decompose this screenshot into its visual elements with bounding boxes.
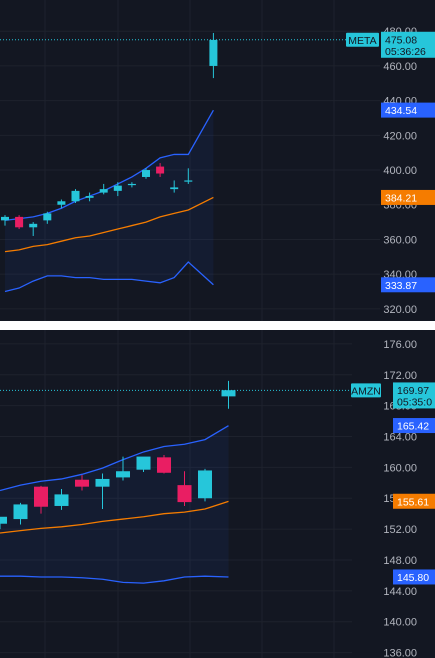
c1-middle-line-tag — [393, 493, 435, 509]
c0-upper-band-tag — [381, 102, 435, 118]
c0-band-fill — [5, 110, 214, 292]
meta-chart-panel[interactable]: 320.00 340.00 360.00 380.00 400.00 420.00 440.… — [0, 0, 435, 321]
c0-candle-body-11 — [156, 166, 165, 174]
c0-countdown-label: 05:36:26 — [385, 46, 426, 58]
c0-candle-body-3 — [43, 213, 52, 221]
c1-last-price-label: 169.97 — [397, 385, 429, 397]
c1-countdown-label: 05:35:0 — [397, 396, 432, 408]
amzn-chart-svg[interactable]: 136.00140.00144.00148.00152.00156.00160.… — [0, 330, 435, 658]
meta-chart-svg[interactable]: 320.00340.00360.00380.00400.00420.00440.… — [0, 0, 435, 321]
c1-candle-body-10 — [198, 470, 212, 499]
c0-middle-line-tag — [381, 189, 435, 205]
c0-upper-band-label: 434.54 — [385, 105, 417, 117]
c1-upper-band-label: 165.42 — [397, 421, 429, 433]
c0-candle-body-6 — [85, 196, 94, 198]
c1-y-tick-0: 136.00 — [383, 648, 417, 658]
c1-candle-body-11 — [221, 390, 236, 397]
c0-candle-body-0 — [1, 216, 9, 221]
c0-candle-body-5 — [71, 190, 80, 202]
c1-candle-body-9 — [177, 485, 192, 503]
c1-candle-body-2 — [34, 486, 48, 507]
c0-symbol-tag — [346, 32, 379, 47]
c0-y-tick-4: 400.00 — [383, 165, 417, 177]
amzn-chart-panel[interactable]: 136.00140.00144.00148.00152.00156.00160.… — [0, 330, 435, 658]
c0-candle-body-2 — [29, 223, 38, 228]
c1-candle-body-7 — [136, 456, 151, 470]
c0-middle-line-label: 384.21 — [385, 192, 417, 204]
c0-y-tick-7: 460.00 — [383, 61, 417, 73]
c0-symbol-label: META — [348, 35, 376, 47]
c1-y-tick-9: 172.00 — [383, 370, 417, 382]
c1-y-tick-7: 164.00 — [383, 432, 417, 444]
c0-lower-band-line — [4, 261, 214, 293]
c0-lower-band-tag — [381, 277, 435, 293]
c1-candle-body-4 — [75, 479, 89, 487]
c0-candle-body-13 — [184, 180, 193, 182]
c1-candle-body-0 — [0, 516, 7, 524]
c1-candle-body-1 — [13, 504, 28, 520]
c0-last-price-tag — [381, 31, 435, 58]
c0-middle-line — [4, 196, 214, 253]
c0-candle-body-4 — [57, 201, 66, 205]
c1-candle-body-3 — [54, 494, 69, 506]
c0-y-tick-5: 420.00 — [383, 130, 417, 142]
c1-candle-body-6 — [116, 471, 130, 478]
c1-band-fill — [0, 425, 229, 584]
c1-middle-line-label: 155.61 — [397, 496, 429, 508]
c0-candle-body-7 — [99, 189, 108, 193]
c0-candle-body-10 — [142, 170, 150, 177]
c0-candle-body-1 — [15, 216, 24, 228]
c1-y-tick-4: 152.00 — [383, 524, 417, 536]
c0-candle-body-14 — [209, 39, 218, 66]
c1-lower-band-tag — [393, 569, 435, 585]
c0-last-price-label: 475.08 — [385, 34, 417, 46]
c1-y-tick-10: 176.00 — [383, 339, 417, 351]
c1-lower-band-line — [0, 575, 229, 584]
c1-last-price-tag — [393, 382, 435, 409]
c1-candle-body-8 — [157, 457, 171, 473]
c1-y-tick-1: 140.00 — [383, 617, 417, 629]
panel-divider — [0, 321, 435, 330]
c0-lower-band-label: 333.87 — [385, 280, 417, 292]
c0-y-tick-0: 320.00 — [383, 304, 417, 316]
c1-middle-line — [0, 500, 229, 534]
c1-lower-band-label: 145.80 — [397, 572, 429, 584]
c0-candle-body-9 — [127, 183, 136, 186]
c1-symbol-label: AMZN — [351, 385, 381, 397]
c0-candle-body-8 — [113, 185, 122, 191]
c1-upper-band-line — [0, 425, 229, 492]
c1-candle-body-5 — [95, 478, 110, 487]
c1-y-tick-6: 160.00 — [383, 462, 417, 474]
c0-candle-body-12 — [170, 187, 179, 190]
c1-y-tick-2: 144.00 — [383, 586, 417, 598]
c1-y-tick-3: 148.00 — [383, 555, 417, 567]
c1-upper-band-tag — [393, 418, 435, 434]
c0-y-tick-2: 360.00 — [383, 234, 417, 246]
c1-symbol-tag — [351, 383, 381, 398]
